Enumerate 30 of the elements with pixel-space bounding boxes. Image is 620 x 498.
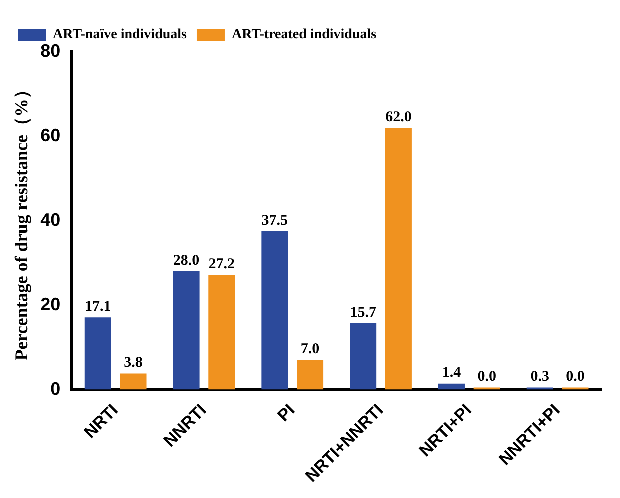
bar (262, 231, 288, 390)
y-axis-title: Percentage of drug resistance（%） (11, 81, 32, 361)
data-label: 15.7 (350, 304, 377, 321)
bar (208, 274, 236, 390)
x-tick-label: PI (274, 400, 299, 426)
data-label: 3.8 (124, 355, 143, 372)
bar (438, 384, 465, 390)
bar (120, 374, 147, 390)
data-label: 1.4 (442, 365, 462, 382)
y-tick-label: 80 (40, 40, 61, 61)
y-tick-label: 0 (50, 378, 61, 399)
data-label: 27.2 (208, 256, 236, 272)
bar (173, 272, 200, 390)
data-label: 62.0 (386, 109, 412, 126)
data-label: 0.0 (566, 369, 585, 386)
bar (84, 318, 112, 390)
bar (350, 323, 377, 390)
data-label: 37.5 (262, 212, 288, 229)
data-label: 28.0 (173, 252, 200, 269)
data-label: 0.3 (530, 369, 550, 386)
data-label: 7.0 (300, 342, 320, 358)
y-tick-label: 40 (40, 210, 61, 230)
data-label: 17.1 (85, 298, 112, 315)
y-tick-label: 60 (40, 125, 61, 146)
legend-label: ART-naïve individuals (53, 28, 188, 43)
bar (297, 360, 324, 390)
y-tick-label: 20 (40, 294, 61, 314)
data-label: 0.0 (478, 369, 496, 386)
bar (385, 128, 412, 390)
legend-label: ART-treated individuals (232, 28, 378, 43)
